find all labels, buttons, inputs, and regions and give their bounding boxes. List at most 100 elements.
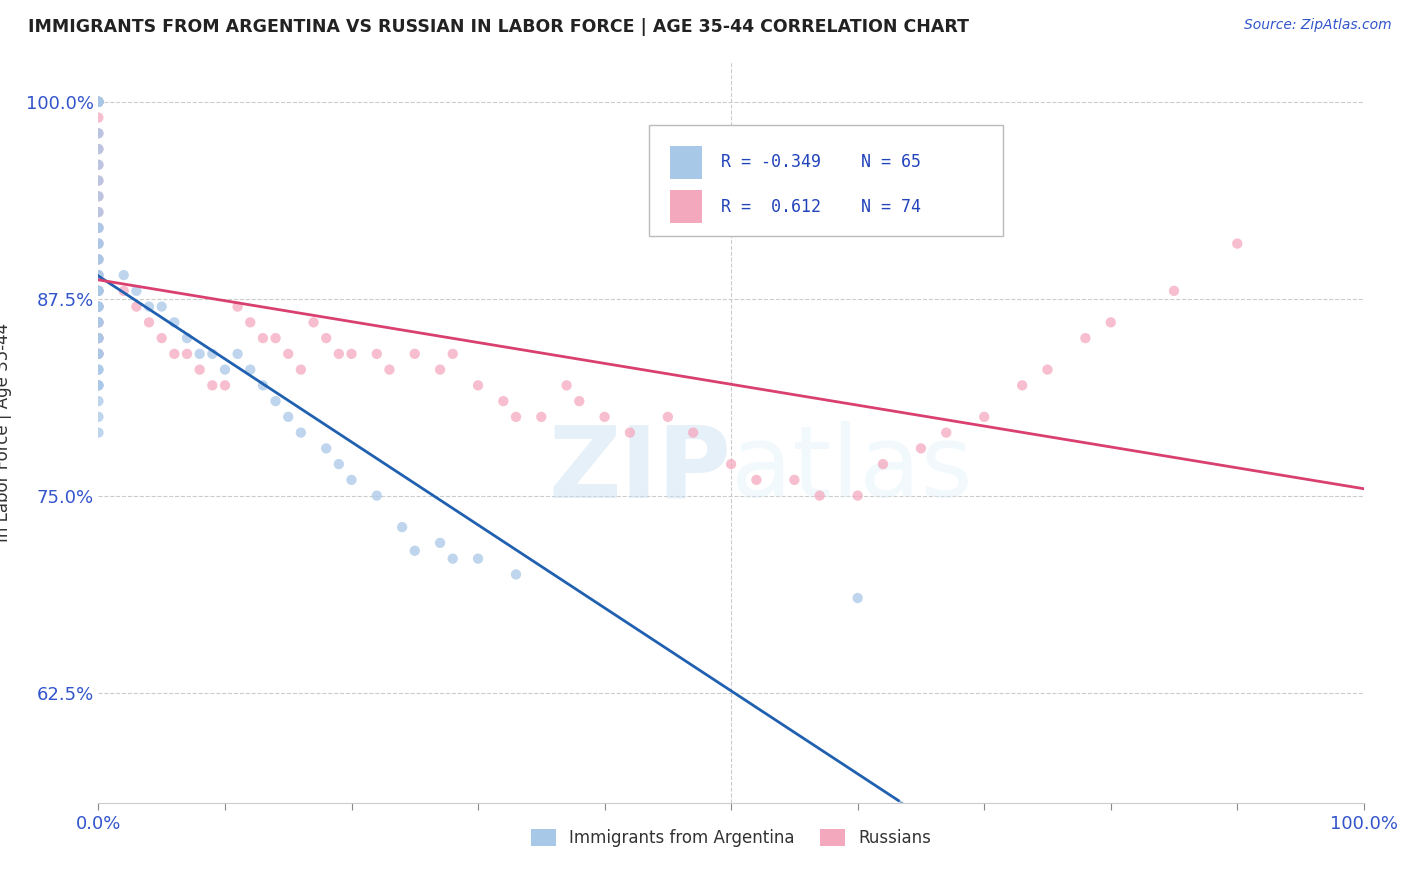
Point — [138, 300, 160, 314]
Point — [112, 284, 135, 298]
Point — [87, 284, 110, 298]
Point — [745, 473, 768, 487]
Point — [239, 362, 262, 376]
Point — [176, 347, 198, 361]
Point — [657, 409, 679, 424]
Point — [87, 284, 110, 298]
Point — [87, 300, 110, 314]
Point — [252, 331, 274, 345]
Point — [87, 300, 110, 314]
Point — [682, 425, 704, 440]
Point — [87, 205, 110, 219]
Point — [87, 300, 110, 314]
Point — [87, 95, 110, 109]
Point — [87, 362, 110, 376]
Point — [619, 425, 641, 440]
Point — [315, 442, 337, 456]
Point — [87, 173, 110, 187]
Point — [239, 315, 262, 329]
Point — [378, 362, 401, 376]
Point — [125, 284, 148, 298]
Point — [138, 315, 160, 329]
Point — [290, 425, 312, 440]
Point — [87, 331, 110, 345]
Point — [277, 409, 299, 424]
Point — [87, 331, 110, 345]
Point — [125, 300, 148, 314]
Point — [87, 347, 110, 361]
Text: R =  0.612    N = 74: R = 0.612 N = 74 — [721, 198, 921, 216]
Point — [87, 189, 110, 203]
Point — [87, 331, 110, 345]
Point — [808, 489, 831, 503]
Point — [467, 378, 489, 392]
Point — [391, 520, 413, 534]
Text: Source: ZipAtlas.com: Source: ZipAtlas.com — [1244, 18, 1392, 32]
Point — [252, 378, 274, 392]
Point — [1163, 284, 1185, 298]
Point — [201, 378, 224, 392]
Point — [87, 378, 110, 392]
Point — [87, 252, 110, 267]
Point — [87, 425, 110, 440]
Point — [163, 347, 186, 361]
Point — [87, 300, 110, 314]
Y-axis label: In Labor Force | Age 35-44: In Labor Force | Age 35-44 — [0, 323, 11, 542]
Point — [429, 536, 451, 550]
Point — [1074, 331, 1097, 345]
Point — [87, 205, 110, 219]
Point — [720, 457, 742, 471]
Point — [505, 567, 527, 582]
Point — [87, 268, 110, 282]
Point — [973, 409, 995, 424]
Point — [1099, 315, 1122, 329]
Point — [87, 347, 110, 361]
Point — [264, 331, 287, 345]
Point — [429, 362, 451, 376]
Point — [150, 331, 173, 345]
Point — [87, 268, 110, 282]
Point — [87, 315, 110, 329]
Point — [404, 347, 426, 361]
Point — [87, 331, 110, 345]
Point — [340, 347, 363, 361]
Point — [214, 378, 236, 392]
Point — [846, 591, 869, 605]
Point — [530, 409, 553, 424]
Point — [87, 252, 110, 267]
Point — [87, 347, 110, 361]
Point — [87, 95, 110, 109]
Point — [87, 142, 110, 156]
Point — [87, 111, 110, 125]
Point — [226, 300, 249, 314]
Point — [87, 315, 110, 329]
Point — [87, 284, 110, 298]
Point — [87, 189, 110, 203]
Point — [366, 489, 388, 503]
Point — [188, 362, 211, 376]
Point — [150, 300, 173, 314]
Text: atlas: atlas — [731, 421, 973, 518]
Point — [1011, 378, 1033, 392]
Point — [87, 236, 110, 251]
Text: IMMIGRANTS FROM ARGENTINA VS RUSSIAN IN LABOR FORCE | AGE 35-44 CORRELATION CHAR: IMMIGRANTS FROM ARGENTINA VS RUSSIAN IN … — [28, 18, 969, 36]
Point — [872, 457, 894, 471]
Point — [441, 347, 464, 361]
Point — [87, 300, 110, 314]
Point — [87, 362, 110, 376]
Text: R = -0.349    N = 65: R = -0.349 N = 65 — [721, 153, 921, 171]
Point — [315, 331, 337, 345]
Point — [328, 457, 350, 471]
Point — [87, 95, 110, 109]
Point — [226, 347, 249, 361]
Point — [163, 315, 186, 329]
Point — [87, 95, 110, 109]
Point — [201, 347, 224, 361]
Point — [87, 284, 110, 298]
Point — [568, 394, 591, 409]
Point — [87, 126, 110, 140]
Point — [87, 378, 110, 392]
Text: ZIP: ZIP — [548, 421, 731, 518]
Point — [188, 347, 211, 361]
Point — [87, 95, 110, 109]
